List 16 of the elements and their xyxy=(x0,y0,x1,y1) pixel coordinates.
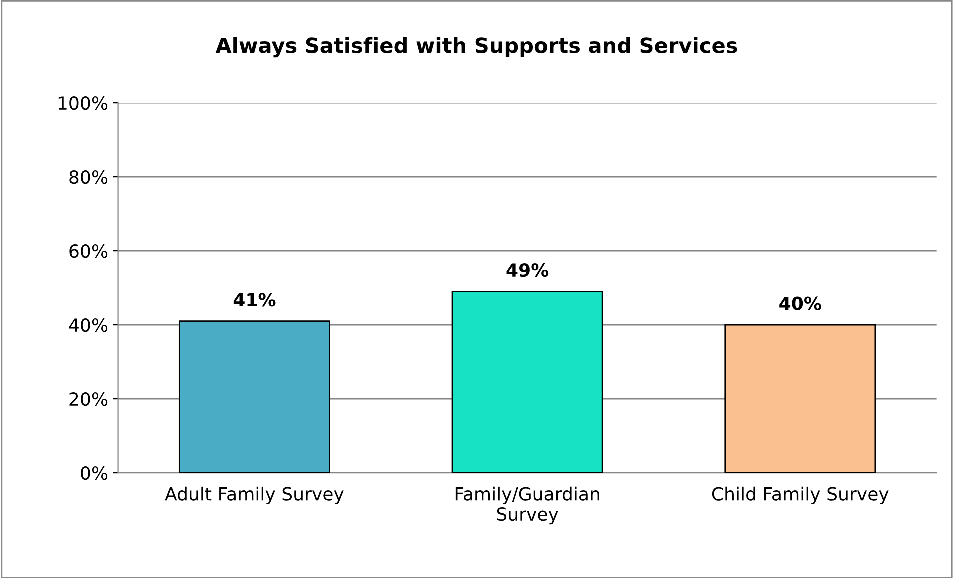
y-tick-label: 60% xyxy=(70,244,108,258)
bar xyxy=(452,291,604,474)
bar xyxy=(178,320,330,474)
x-tick-label: Adult Family Survey xyxy=(165,486,344,504)
bar xyxy=(724,324,876,474)
data-label: 40% xyxy=(780,296,822,310)
x-tick-label: Child Family Survey xyxy=(712,486,889,504)
y-tick-label: 20% xyxy=(70,392,108,406)
y-tick-label: 100% xyxy=(58,96,108,110)
x-tick-label: Family/Guardian Survey xyxy=(456,486,600,525)
data-label: 49% xyxy=(506,263,549,278)
y-tick-label: 40% xyxy=(69,318,108,332)
y-tick-label: 0% xyxy=(81,466,108,480)
chart-title: Always Satisfied with Supports and Services xyxy=(216,37,738,58)
y-tick-label: 80% xyxy=(70,170,108,184)
data-label: 41% xyxy=(234,293,276,307)
